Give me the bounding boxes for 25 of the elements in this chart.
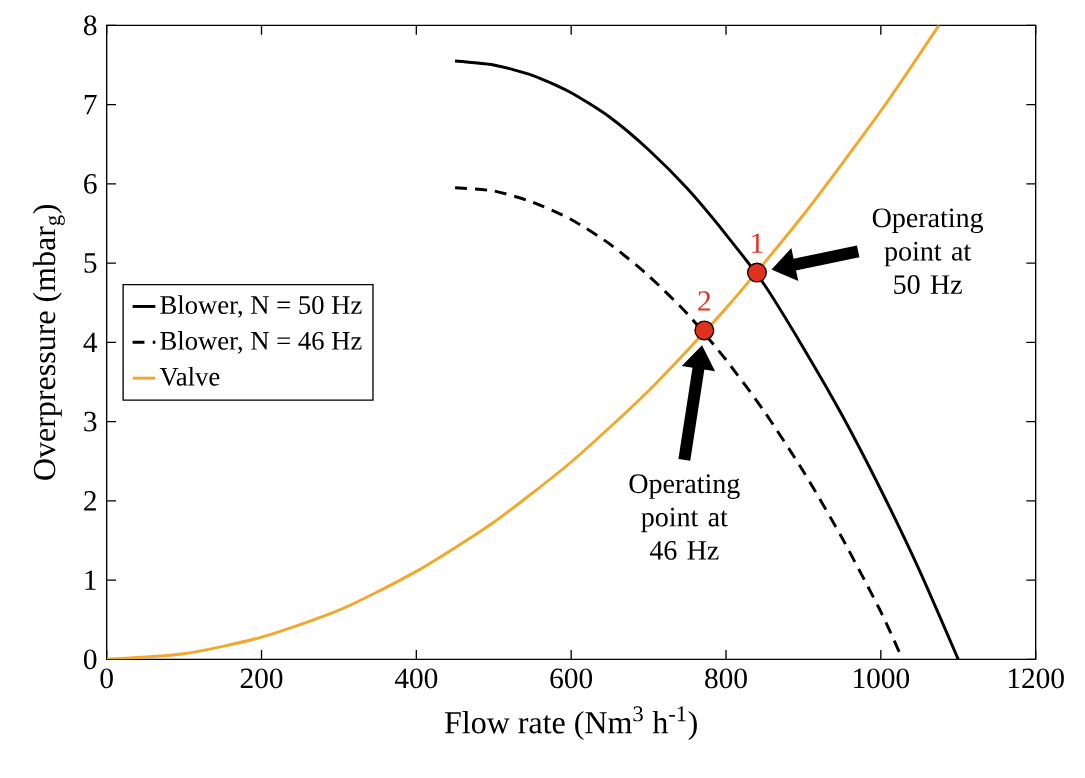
legend-label: Blower, N = 50 Hz	[160, 295, 362, 318]
x-tick-label: 800	[705, 668, 747, 689]
y-tick-label: 0	[83, 649, 97, 670]
x-tick-label: 1000	[854, 668, 910, 689]
annotation: Operating point at 46 Hz	[629, 474, 740, 560]
y-axis-title: Overpressure (mbar$_{g}$)	[32, 204, 65, 480]
legend-label: Blower, N = 46 Hz	[160, 331, 362, 354]
x-tick-label: 1200	[1008, 668, 1064, 689]
y-tick-label: 8	[83, 15, 97, 36]
x-tick-label: 600	[550, 668, 593, 689]
y-tick-label: 2	[84, 491, 96, 511]
legend-label: Valve	[159, 366, 220, 386]
y-tick-label: 4	[83, 332, 98, 352]
y-tick-label: 6	[84, 173, 97, 194]
x-tick-label: 400	[394, 668, 438, 689]
x-tick-label: 200	[240, 668, 283, 689]
y-tick-label: 5	[84, 253, 97, 273]
x-tick-label: 0	[100, 668, 113, 689]
annotation: 1	[752, 233, 763, 253]
y-tick-label: 3	[84, 411, 97, 432]
annotation: 2	[698, 291, 711, 311]
y-tick-label: 1	[85, 570, 96, 590]
annotation: Operating point at 50 Hz	[872, 208, 984, 294]
x-axis-title: Flow rate (Nm$^{3}$ h$^{-1}$)	[444, 706, 697, 740]
y-tick-label: 7	[84, 94, 97, 115]
